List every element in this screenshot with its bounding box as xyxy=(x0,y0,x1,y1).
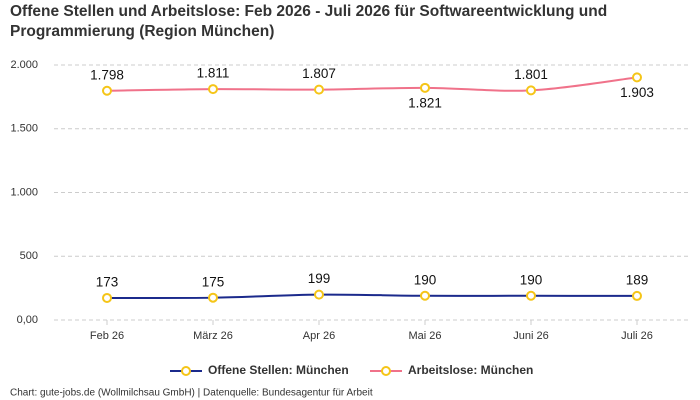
legend-label: Arbeitslose: München xyxy=(408,363,533,377)
x-tick-label: März 26 xyxy=(193,330,233,342)
x-tick-label: Apr 26 xyxy=(303,330,335,342)
point xyxy=(526,85,536,96)
point xyxy=(632,72,642,83)
y-tick-label: 1.500 xyxy=(10,123,38,135)
point xyxy=(632,290,642,301)
x-tick-label: Feb 26 xyxy=(90,330,124,342)
value-label: 189 xyxy=(626,272,649,287)
series-line xyxy=(106,293,638,300)
y-tick-label: 0,00 xyxy=(17,314,38,326)
value-label: 190 xyxy=(520,272,543,287)
y-tick-label: 1.000 xyxy=(10,186,38,198)
value-label: 1.903 xyxy=(620,85,654,100)
x-tick-label: Juli 26 xyxy=(621,330,653,342)
y-tick-label: 2.000 xyxy=(10,59,38,71)
value-label: 1.821 xyxy=(408,95,442,110)
point xyxy=(314,84,324,95)
point xyxy=(420,82,430,93)
point xyxy=(208,292,218,303)
y-tick-label: 500 xyxy=(20,250,38,262)
x-tick-label: Juni 26 xyxy=(513,330,548,342)
point xyxy=(102,85,112,96)
value-label: 1.798 xyxy=(90,67,124,82)
point xyxy=(526,290,536,301)
point xyxy=(208,84,218,95)
source: Chart: gute-jobs.de (Wollmilchsau GmbH) … xyxy=(10,388,373,399)
point xyxy=(420,290,430,301)
value-label: 1.811 xyxy=(197,66,230,81)
legend-marker xyxy=(181,366,191,376)
series-line xyxy=(106,76,638,92)
value-label: 199 xyxy=(308,271,331,286)
value-label: 190 xyxy=(414,272,437,287)
point xyxy=(102,292,112,303)
legend-marker xyxy=(381,366,391,376)
x-tick-label: Mai 26 xyxy=(408,330,441,342)
point xyxy=(314,289,324,300)
value-label: 175 xyxy=(202,274,225,289)
chart-title: Offene Stellen und Arbeitslose: Feb 2026… xyxy=(10,3,608,40)
value-label: 173 xyxy=(96,275,119,290)
legend-label: Offene Stellen: München xyxy=(208,363,349,377)
value-label: 1.807 xyxy=(302,66,336,81)
value-label: 1.801 xyxy=(514,67,548,82)
